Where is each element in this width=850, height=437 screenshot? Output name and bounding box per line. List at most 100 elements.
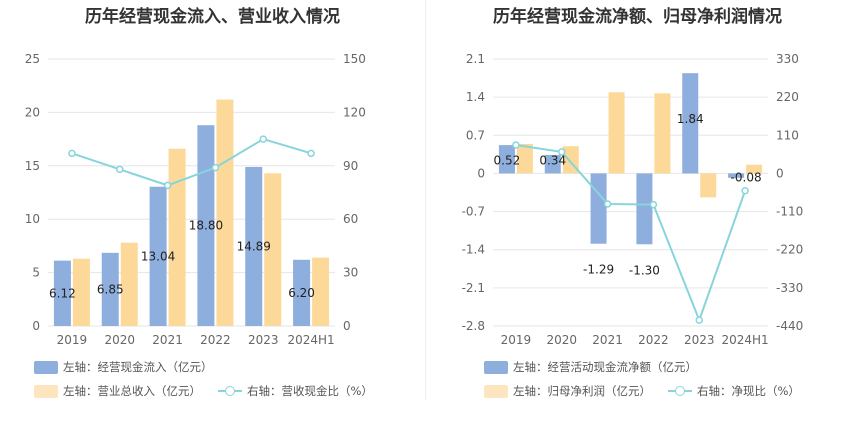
- left-axis-tick-label: -2.1: [462, 281, 485, 295]
- right-axis-tick-label: 0: [343, 319, 351, 333]
- bar-yellow: [608, 92, 625, 174]
- data-label: -0.08: [731, 170, 762, 184]
- bar-blue: [682, 73, 699, 174]
- bar-yellow: [72, 258, 90, 326]
- bar-yellow: [516, 144, 533, 174]
- left-axis-tick-label: 2.1: [466, 52, 485, 66]
- data-label: 1.84: [677, 112, 704, 126]
- legend-swatch-blue: [484, 360, 508, 374]
- x-axis-tick-label: 2023: [684, 333, 715, 347]
- line-point: [116, 165, 124, 174]
- right-axis-tick-label: 30: [343, 266, 358, 280]
- legend-label: 右轴：营收现金比（%）: [247, 384, 373, 398]
- left-axis-tick-label: 0: [477, 166, 485, 180]
- line-point: [695, 316, 703, 324]
- bar-blue: [590, 173, 607, 244]
- chart-title-left: 历年经营现金流入、营业收入情况: [85, 7, 340, 27]
- data-label: 13.04: [141, 249, 175, 263]
- line-point: [603, 200, 612, 208]
- bar-blue: [53, 260, 71, 326]
- chart-title-right: 历年经营现金流净额、归母净利润情况: [493, 7, 782, 27]
- bar-yellow: [168, 148, 186, 326]
- right-axis-tick-label: 110: [776, 128, 799, 142]
- left-axis-tick-label: -2.8: [462, 319, 485, 333]
- legend-swatch-yellow: [34, 384, 58, 398]
- right-axis-tick-label: 0: [776, 166, 784, 180]
- legend-swatch-line: [668, 385, 692, 397]
- x-axis-tick-label: 2024H1: [721, 333, 768, 347]
- bar-yellow: [654, 93, 671, 174]
- bar-blue: [293, 259, 311, 326]
- x-axis-tick-label: 2020: [104, 333, 135, 347]
- line-point: [741, 187, 749, 195]
- x-axis-tick-label: 2022: [638, 333, 669, 347]
- chart-svg-left: 25 20 15 10 5 0 150 120 90 60 30 0 2019 2020 2021 2022 2…: [25, 52, 366, 347]
- legend-item-net-profit[interactable]: 左轴：归母净利润（亿元）: [484, 383, 651, 399]
- chart-panel-left: 历年经营现金流入、营业收入情况 25 20 15 10 5 0 150 120 90 60 30 0 2…: [25, 7, 373, 399]
- right-axis-tick-label: 220: [776, 90, 799, 104]
- bar-yellow: [700, 173, 717, 198]
- line-point: [211, 163, 220, 172]
- legend-item-cash-inflow[interactable]: 左轴：经营现金流入（亿元）: [34, 359, 213, 375]
- legend-item-cash-ratio[interactable]: 右轴：营收现金比（%）: [218, 383, 373, 399]
- bar-yellow: [746, 164, 763, 174]
- right-axis-tick-label: 60: [343, 212, 358, 226]
- legend-label: 左轴：归母净利润（亿元）: [513, 384, 651, 398]
- line-point: [307, 149, 315, 158]
- x-axis-tick-label: 2019: [57, 333, 88, 347]
- chart-panel-right: 历年经营现金流净额、归母净利润情况 2.1 1.4 0.7 0 -0.7 -1.4 -2.1…: [425, 0, 850, 437]
- right-axis-tick-label: -330: [776, 281, 803, 295]
- line-series: [71, 138, 312, 187]
- bar-blue: [498, 145, 515, 174]
- bar-blue: [149, 186, 167, 326]
- right-axis-tick-label: -220: [776, 243, 803, 257]
- line-point: [68, 149, 76, 158]
- data-label: 14.89: [237, 239, 271, 253]
- left-axis-tick-label: -1.4: [462, 243, 485, 257]
- left-axis-tick-label: 10: [25, 212, 40, 226]
- x-axis-tick-label: 2019: [501, 333, 532, 347]
- panel-divider: [425, 0, 426, 400]
- bar-yellow: [312, 257, 330, 326]
- legend-item-net-cash-ratio[interactable]: 右轴：净现比（%）: [668, 383, 800, 399]
- left-axis-tick-label: -0.7: [462, 205, 485, 219]
- legend-item-net-cash-flow[interactable]: 左轴：经营活动现金流净额（亿元）: [484, 359, 697, 375]
- right-axis-tick-label: 330: [776, 52, 799, 66]
- x-axis-tick-label: 2023: [248, 333, 279, 347]
- legend-swatch-blue: [34, 360, 58, 374]
- bar-yellow: [264, 173, 282, 326]
- left-axis-tick-label: 20: [25, 105, 40, 119]
- data-label: 6.12: [49, 286, 76, 300]
- right-axis-tick-label: 150: [343, 52, 366, 66]
- left-axis-tick-label: 5: [32, 266, 40, 280]
- left-axis-tick-label: 25: [25, 52, 40, 66]
- bar-blue: [245, 166, 263, 326]
- right-axis-tick-label: -110: [776, 205, 803, 219]
- legend-label: 左轴：经营活动现金流净额（亿元）: [513, 360, 697, 374]
- legend-label: 右轴：净现比（%）: [697, 384, 800, 398]
- legend-item-revenue[interactable]: 左轴：营业总收入（亿元）: [34, 383, 201, 399]
- chart-svg-right: 2.1 1.4 0.7 0 -0.7 -1.4 -2.1 -2.8 330 220 110 0 -110…: [462, 52, 804, 347]
- bar-blue: [636, 173, 653, 245]
- line-point: [558, 148, 566, 156]
- x-axis-tick-label: 2022: [200, 333, 231, 347]
- bar-yellow: [120, 242, 138, 326]
- left-axis-tick-label: 15: [25, 159, 40, 173]
- bar-blue: [101, 252, 119, 326]
- x-axis-tick-label: 2024H1: [287, 333, 334, 347]
- right-axis-tick-label: 90: [343, 159, 358, 173]
- legend-label: 左轴：营业总收入（亿元）: [63, 384, 201, 398]
- right-axis-tick-label: 120: [343, 105, 366, 119]
- legend-label: 左轴：经营现金流入（亿元）: [63, 360, 213, 374]
- left-axis-tick-label: 0: [32, 319, 40, 333]
- data-label: -1.30: [629, 263, 660, 277]
- x-axis-tick-label: 2021: [152, 333, 183, 347]
- left-axis-tick-label: 1.4: [466, 90, 485, 104]
- bar-yellow: [216, 99, 234, 326]
- line-series: [515, 144, 747, 323]
- right-axis-tick-label: -440: [776, 319, 803, 333]
- legend-swatch-line: [218, 385, 242, 397]
- line-point: [259, 135, 267, 143]
- legend-swatch-yellow: [484, 384, 508, 398]
